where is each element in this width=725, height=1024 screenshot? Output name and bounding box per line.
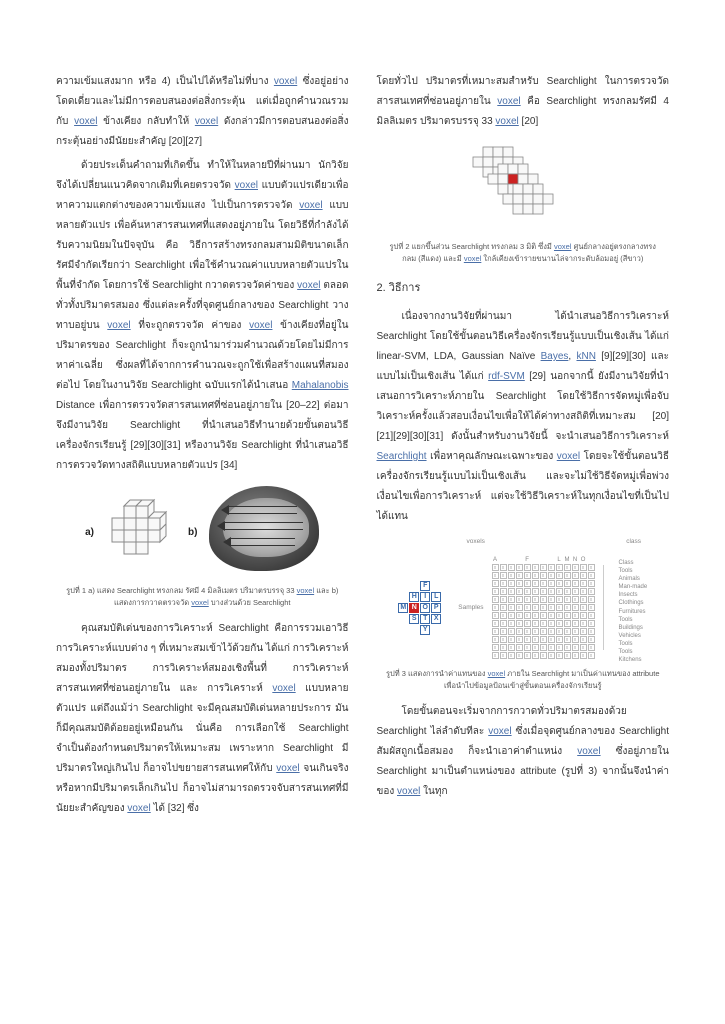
text: ในทุก (420, 786, 447, 797)
voxel-link[interactable]: voxel (554, 242, 572, 251)
figure-2 (377, 142, 670, 235)
cube-cluster-icon (106, 498, 176, 568)
rdfsvm-link[interactable]: rdf-SVM (488, 371, 525, 382)
mahalanobis-link[interactable]: Mahalanobis (292, 380, 349, 391)
text: ได้ [32] ซึ่ง (151, 803, 199, 814)
cube-layers-icon (453, 142, 593, 227)
voxel-link[interactable]: voxel (299, 200, 322, 211)
grid-cell: S (409, 614, 419, 624)
data-matrix: AFLMNO xxxxxxxxxxxxxxxxxxxxxxxxxxxxxxxxx… (492, 556, 595, 659)
voxel-link[interactable]: voxel (276, 763, 299, 774)
voxel-link[interactable]: voxel (297, 280, 320, 291)
knn-link[interactable]: kNN (576, 351, 595, 362)
voxel-link[interactable]: voxel (488, 669, 506, 678)
figure-3: voxels class F HIL MNOP STX Y Samples AF… (377, 535, 670, 664)
para-l1: ความเข้มแสงมาก หรือ 4) เป็นไปได้หรือไม่ท… (56, 72, 349, 152)
text: แบบหลายตัวแปร เพื่อค้นหาสารสนเทศที่แสดงอ… (56, 200, 349, 291)
text: รูปที่ 2 แยกขึ้นส่วน Searchlight ทรงกลม … (390, 242, 554, 251)
text: บางส่วนด้วย Searchlight (209, 598, 291, 607)
figure-1: a) b) (56, 486, 349, 579)
bayes-link[interactable]: Bayes (541, 351, 569, 362)
searchlight-link[interactable]: Searchlight (377, 451, 427, 462)
text: [20] (519, 116, 538, 127)
grid-cell: X (431, 614, 441, 624)
class-label: class (626, 535, 641, 548)
grid-cell: Y (420, 625, 430, 635)
voxel-link[interactable]: voxel (297, 586, 315, 595)
voxel-link[interactable]: voxel (497, 96, 520, 107)
samples-label: Samples (458, 601, 483, 614)
voxel-link[interactable]: voxel (274, 76, 297, 87)
voxel-link[interactable]: voxel (495, 116, 518, 127)
para-r2: เนื่องจากงานวิจัยที่ผ่านมา ได้นำเสนอวิธี… (377, 307, 670, 527)
right-column: โดยทั่วไป ปริมาตรที่เหมาะสมสำหรับ Search… (377, 72, 670, 984)
voxel-link[interactable]: voxel (195, 116, 218, 127)
text: รูปที่ 1 a) แสดง Searchlight ทรงกลม รัศม… (66, 586, 297, 595)
para-r1: โดยทั่วไป ปริมาตรที่เหมาะสมสำหรับ Search… (377, 72, 670, 132)
text: ความเข้มแสงมาก หรือ 4) เป็นไปได้หรือไม่ท… (56, 76, 274, 87)
voxel-link[interactable]: voxel (127, 803, 150, 814)
voxel-link[interactable]: voxel (488, 726, 511, 737)
text: ที่จะถูกตรวจวัด ค่าของ (131, 320, 249, 331)
para-l2: ด้วยประเด็นคำถามที่เกิดขึ้น ทำให้ในหลายป… (56, 156, 349, 476)
text: แบบหลายตัวแปร แต่ถึงแม้ว่า Searchlight จ… (56, 683, 349, 774)
fig1a-label: a) (85, 523, 94, 543)
text: รูปที่ 3 แสดงการนำค่าแทนของ (386, 669, 488, 678)
voxel-link[interactable]: voxel (107, 320, 130, 331)
text: Distance เพื่อการตรวจวัดสารสนเทศที่ซ่อนอ… (56, 400, 349, 471)
voxels-label: voxels (467, 535, 485, 548)
section-2-heading: 2. วิธีการ (377, 277, 670, 299)
cross-grid: F HIL MNOP STX Y (398, 581, 452, 635)
two-column-layout: ความเข้มแสงมาก หรือ 4) เป็นไปได้หรือไม่ท… (56, 72, 669, 984)
voxel-link[interactable]: voxel (272, 683, 295, 694)
caption-2: รูปที่ 2 แยกขึ้นส่วน Searchlight ทรงกลม … (385, 241, 662, 265)
para-r3: โดยขั้นตอนจะเริ่มจากการกวาดทั่วปริมาตรสม… (377, 702, 670, 802)
text: เพื่อหาคุณลักษณะเฉพาะของ (427, 451, 557, 462)
voxel-link[interactable]: voxel (397, 786, 420, 797)
class-list: ClassToolsAnimalsMan-madeInsectsClothing… (619, 551, 648, 664)
left-column: ความเข้มแสงมาก หรือ 4) เป็นไปได้หรือไม่ท… (56, 72, 349, 984)
text: ข้างเคียง กลับทำให้ (97, 116, 194, 127)
caption-3: รูปที่ 3 แสดงการนำค่าแทนของ voxel ภายใน … (385, 668, 662, 692)
voxel-link[interactable]: voxel (235, 180, 258, 191)
voxel-link[interactable]: voxel (191, 598, 209, 607)
caption-1: รูปที่ 1 a) แสดง Searchlight ทรงกลม รัศม… (64, 585, 341, 609)
grid-cell: M (398, 603, 408, 613)
text: ใกล้เคียงเข้ารายขนานไล่จากระดับล้อมอยู่ … (481, 254, 643, 263)
brain-figure (209, 486, 319, 579)
voxel-link[interactable]: voxel (464, 254, 482, 263)
voxel-link[interactable]: voxel (249, 320, 272, 331)
voxel-link[interactable]: voxel (74, 116, 97, 127)
voxel-link[interactable]: voxel (557, 451, 580, 462)
para-l3: คุณสมบัติเด่นของการวิเคราะห์ Searchlight… (56, 619, 349, 819)
voxel-link[interactable]: voxel (577, 746, 600, 757)
fig1b-label: b) (188, 523, 197, 543)
